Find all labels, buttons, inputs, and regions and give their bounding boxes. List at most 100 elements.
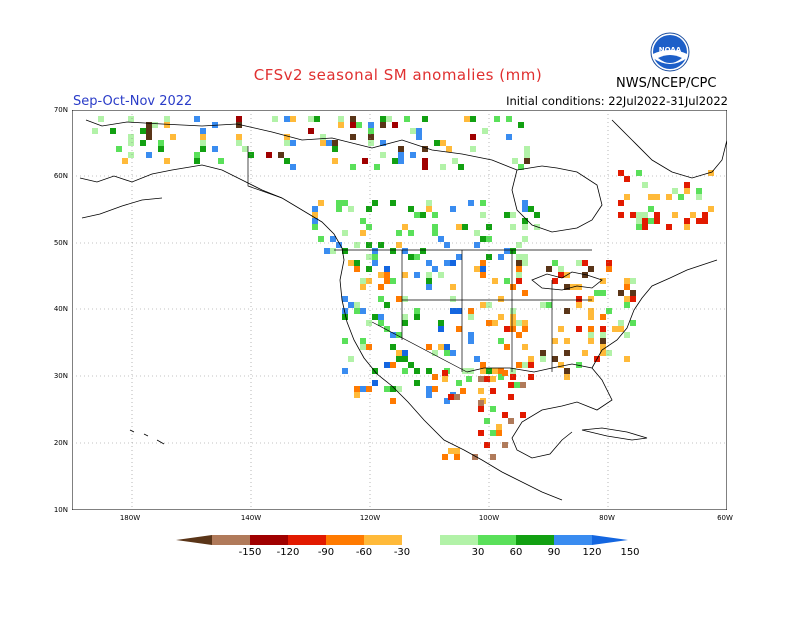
anomaly-cell bbox=[402, 320, 408, 326]
anomaly-cell bbox=[618, 290, 624, 296]
anomaly-cell bbox=[502, 442, 508, 448]
anomaly-cell bbox=[524, 158, 530, 164]
lat-label: 70N bbox=[53, 106, 68, 114]
anomaly-cell bbox=[422, 146, 428, 152]
anomaly-cell bbox=[398, 158, 404, 164]
anomaly-cell bbox=[390, 386, 396, 392]
anomaly-cell bbox=[522, 260, 528, 266]
anomaly-cell bbox=[158, 146, 164, 152]
legend-arrow-right bbox=[592, 535, 628, 545]
anomaly-cell bbox=[498, 296, 504, 302]
anomaly-cell bbox=[360, 278, 366, 284]
anomaly-cell bbox=[480, 302, 486, 308]
anomaly-cell bbox=[540, 356, 546, 362]
anomaly-cell bbox=[510, 368, 516, 374]
anomaly-cell bbox=[600, 314, 606, 320]
anomaly-cell bbox=[426, 260, 432, 266]
anomaly-cell bbox=[450, 308, 456, 314]
anomaly-cell bbox=[128, 152, 134, 158]
anomaly-cell bbox=[468, 332, 474, 338]
anomaly-cell bbox=[116, 146, 122, 152]
anomaly-cell bbox=[512, 158, 518, 164]
anomaly-cell bbox=[494, 116, 500, 122]
anomaly-cell bbox=[518, 164, 524, 170]
anomaly-cell bbox=[522, 320, 528, 326]
anomaly-cell bbox=[624, 284, 630, 290]
anomaly-cell bbox=[510, 374, 516, 380]
anomaly-cell bbox=[438, 320, 444, 326]
anomaly-cell bbox=[356, 122, 362, 128]
anomaly-cell bbox=[432, 224, 438, 230]
anomaly-cell bbox=[218, 158, 224, 164]
anomaly-cell bbox=[348, 356, 354, 362]
anomaly-cell bbox=[338, 122, 344, 128]
anomaly-cell bbox=[444, 398, 450, 404]
anomaly-cell bbox=[368, 140, 374, 146]
anomaly-cell bbox=[600, 350, 606, 356]
anomaly-cell bbox=[648, 218, 654, 224]
anomaly-cell bbox=[272, 116, 278, 122]
anomaly-cell bbox=[474, 242, 480, 248]
anomaly-cell bbox=[540, 350, 546, 356]
anomaly-cell bbox=[600, 326, 606, 332]
anomaly-cell bbox=[390, 278, 396, 284]
anomaly-cell bbox=[480, 368, 486, 374]
anomaly-cell bbox=[516, 266, 522, 272]
anomaly-cell bbox=[600, 278, 606, 284]
anomaly-cell bbox=[122, 158, 128, 164]
anomaly-cell bbox=[146, 134, 152, 140]
anomaly-cell bbox=[588, 338, 594, 344]
anomaly-cell bbox=[522, 362, 528, 368]
anomaly-cell bbox=[506, 134, 512, 140]
anomaly-cell bbox=[516, 278, 522, 284]
anomaly-cell bbox=[284, 158, 290, 164]
anomaly-cell bbox=[630, 278, 636, 284]
anomaly-cell bbox=[450, 284, 456, 290]
anomaly-cell bbox=[552, 278, 558, 284]
anomaly-cell bbox=[426, 344, 432, 350]
anomaly-cell bbox=[378, 320, 384, 326]
anomaly-cell bbox=[504, 212, 510, 218]
anomaly-cell bbox=[618, 212, 624, 218]
anomaly-cell bbox=[390, 200, 396, 206]
anomaly-cell bbox=[336, 206, 342, 212]
anomaly-cell bbox=[342, 200, 348, 206]
anomaly-cell bbox=[408, 362, 414, 368]
anomaly-cell bbox=[582, 350, 588, 356]
anomaly-cell bbox=[408, 254, 414, 260]
anomaly-cell bbox=[516, 242, 522, 248]
anomaly-cell bbox=[504, 344, 510, 350]
anomaly-cell bbox=[350, 122, 356, 128]
anomaly-cell bbox=[342, 368, 348, 374]
lon-label: 100W bbox=[478, 514, 500, 522]
anomaly-cell bbox=[426, 392, 432, 398]
anomaly-cell bbox=[440, 164, 446, 170]
anomaly-cell bbox=[498, 338, 504, 344]
anomaly-cell bbox=[454, 394, 460, 400]
anomaly-cell bbox=[642, 218, 648, 224]
anomaly-cell bbox=[618, 170, 624, 176]
anomaly-cell bbox=[456, 254, 462, 260]
lon-label: 60W bbox=[717, 514, 733, 522]
anomaly-cell bbox=[516, 272, 522, 278]
anomaly-cell bbox=[318, 200, 324, 206]
legend-arrow-left bbox=[176, 535, 212, 545]
lat-label: 40N bbox=[53, 305, 68, 313]
anomaly-cell bbox=[360, 338, 366, 344]
anomaly-cell bbox=[350, 134, 356, 140]
anomaly-cell bbox=[546, 302, 552, 308]
anomaly-cell bbox=[140, 140, 146, 146]
anomaly-cell bbox=[414, 380, 420, 386]
anomaly-cell bbox=[480, 212, 486, 218]
anomaly-cell bbox=[480, 200, 486, 206]
anomaly-cell bbox=[666, 224, 672, 230]
anomaly-cell bbox=[366, 224, 372, 230]
lat-label: 50N bbox=[53, 239, 68, 247]
anomaly-cell bbox=[672, 188, 678, 194]
anomaly-cell bbox=[396, 242, 402, 248]
anomaly-cell bbox=[390, 362, 396, 368]
anomaly-cell bbox=[636, 224, 642, 230]
anomaly-cell bbox=[194, 158, 200, 164]
anomaly-cell bbox=[520, 382, 526, 388]
anomaly-cell bbox=[564, 368, 570, 374]
